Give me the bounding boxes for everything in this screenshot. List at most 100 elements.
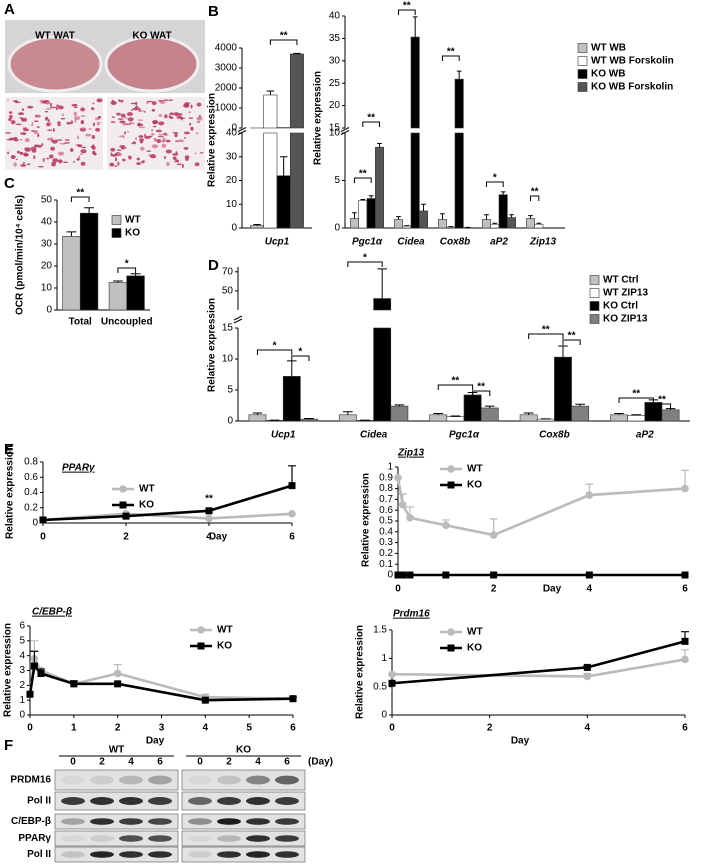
y-tick-label: 40 xyxy=(41,217,53,228)
tissue-stain xyxy=(55,104,60,107)
y-tick-label: 0 xyxy=(227,416,233,427)
legend-marker xyxy=(447,465,455,473)
blot-band xyxy=(217,775,241,785)
error-bar xyxy=(523,412,534,415)
y-tick-label: 5 xyxy=(227,385,233,396)
y-tick-label: 1000 xyxy=(215,103,238,114)
y-tick-label: 0.5 xyxy=(373,681,387,692)
tissue-stain xyxy=(150,154,157,159)
tissue-stain xyxy=(173,112,179,117)
tissue-stain xyxy=(178,139,184,143)
blot-band xyxy=(217,851,241,858)
tissue-stain xyxy=(61,113,64,117)
blot-strip xyxy=(181,769,306,791)
tissue-stain xyxy=(85,133,92,137)
tissue-stain xyxy=(57,105,64,110)
tissue-stain xyxy=(10,120,16,125)
legend-label: KO xyxy=(467,480,482,491)
y-tick-label: 4 xyxy=(19,650,25,661)
bar xyxy=(554,356,572,422)
legend-label: WT xyxy=(125,215,141,226)
blot-lane-label: 6 xyxy=(157,757,163,768)
bar xyxy=(463,394,482,422)
x-tick-label: 6 xyxy=(682,584,688,595)
error-bar xyxy=(84,207,95,214)
x-tick-label: 4 xyxy=(585,723,591,734)
significance-bracket xyxy=(353,177,372,183)
marker xyxy=(406,571,414,579)
bar xyxy=(349,218,359,229)
error-bar xyxy=(421,203,426,211)
tissue-stain xyxy=(175,159,180,163)
category-label: Ucp1 xyxy=(265,237,290,248)
tissue-stain xyxy=(66,121,72,125)
tissue-stain xyxy=(80,149,87,154)
tissue-stain xyxy=(174,133,178,138)
blot-band xyxy=(217,797,241,805)
y-tick-label: 0.5 xyxy=(379,516,393,527)
tissue-stain xyxy=(93,152,97,156)
significance-bracket xyxy=(652,403,672,409)
tissue-stain xyxy=(110,147,116,152)
marker xyxy=(681,655,689,664)
panel-letter: C xyxy=(4,175,15,192)
significance-bracket xyxy=(397,9,416,15)
tissue-stain xyxy=(127,130,130,133)
x-axis-label: Day xyxy=(209,532,228,543)
y-tick-label: 0.8 xyxy=(24,457,38,468)
tissue-stain xyxy=(22,162,25,164)
tissue-stain xyxy=(168,115,171,118)
tissue-stain xyxy=(21,117,24,121)
tissue-stain xyxy=(168,99,174,101)
tissue-stain xyxy=(165,139,171,143)
marker xyxy=(39,516,47,524)
category-label: Zip13 xyxy=(529,237,557,248)
significance-label: ** xyxy=(447,47,455,58)
blot-band xyxy=(90,835,114,842)
chart-title: Zip13 xyxy=(397,448,425,459)
tissue-stain xyxy=(46,137,54,141)
tissue-stain xyxy=(185,158,189,161)
y-tick-label: 0.1 xyxy=(379,559,393,570)
tissue-stain xyxy=(60,117,66,120)
error-bar xyxy=(377,142,382,148)
tissue-stain xyxy=(14,101,21,104)
tissue-stain xyxy=(44,116,49,121)
blot-band xyxy=(90,775,114,785)
tissue-stain xyxy=(169,116,174,120)
tissue-stain xyxy=(165,149,172,154)
tissue-stain xyxy=(72,161,75,163)
y-tick-label: 40 xyxy=(329,11,341,22)
blot-band xyxy=(188,818,212,825)
panel-letter: B xyxy=(208,3,219,20)
bar xyxy=(250,225,264,229)
tissue-stain xyxy=(37,144,43,148)
tissue-stain xyxy=(36,114,41,118)
blot-band xyxy=(90,818,114,825)
series-line xyxy=(396,477,686,537)
tissue-stain xyxy=(122,134,125,139)
blot-band xyxy=(246,835,270,842)
blot-band xyxy=(119,797,143,805)
legend-label: WT ZIP13 xyxy=(603,288,648,299)
tissue-stain xyxy=(50,102,53,107)
significance-label: ** xyxy=(280,31,288,42)
x-tick-label: 2 xyxy=(115,723,121,734)
y-tick-label: 6 xyxy=(19,621,25,632)
blot-band xyxy=(148,835,172,842)
tissue-stain xyxy=(139,139,144,144)
tissue-stain xyxy=(23,152,28,157)
error-bar xyxy=(377,268,387,299)
y-tick-label: 25 xyxy=(329,78,341,89)
significance-bracket xyxy=(362,121,381,127)
significance-bracket xyxy=(485,181,504,187)
tissue-stain xyxy=(190,104,193,109)
legend-label: KO ZIP13 xyxy=(603,314,648,325)
tissue-stain xyxy=(15,123,22,126)
bar xyxy=(507,217,517,229)
blot-band xyxy=(119,775,143,785)
y-tick-label: 0 xyxy=(19,710,25,721)
significance-label: * xyxy=(125,259,129,270)
error-bar xyxy=(286,360,297,377)
significance-label: ** xyxy=(531,187,539,198)
